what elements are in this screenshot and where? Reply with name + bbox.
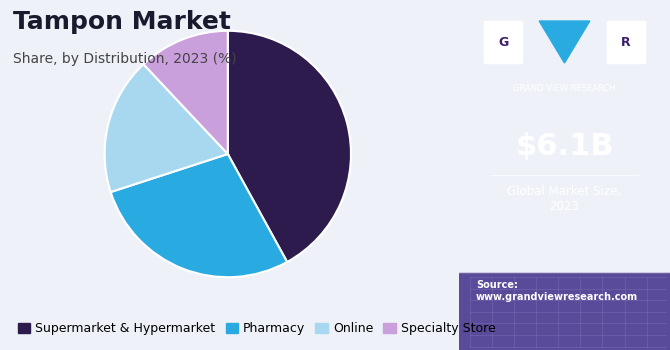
Bar bbox=[484, 21, 523, 63]
Text: Source:
www.grandviewresearch.com: Source: www.grandviewresearch.com bbox=[476, 280, 638, 302]
Wedge shape bbox=[228, 31, 351, 262]
Text: $6.1B: $6.1B bbox=[515, 133, 614, 161]
Text: GRAND VIEW RESEARCH: GRAND VIEW RESEARCH bbox=[513, 84, 616, 93]
Text: Tampon Market: Tampon Market bbox=[13, 10, 231, 35]
Text: Global Market Size,
2023: Global Market Size, 2023 bbox=[507, 186, 622, 214]
Wedge shape bbox=[105, 64, 228, 192]
Legend: Supermarket & Hypermarket, Pharmacy, Online, Specialty Store: Supermarket & Hypermarket, Pharmacy, Onl… bbox=[13, 317, 500, 340]
Wedge shape bbox=[143, 31, 228, 154]
Text: G: G bbox=[498, 35, 509, 49]
Text: R: R bbox=[621, 35, 630, 49]
Wedge shape bbox=[111, 154, 287, 277]
Bar bbox=[459, 273, 670, 350]
Text: Share, by Distribution, 2023 (%): Share, by Distribution, 2023 (%) bbox=[13, 52, 237, 66]
Polygon shape bbox=[539, 21, 590, 63]
Bar bbox=[607, 21, 645, 63]
